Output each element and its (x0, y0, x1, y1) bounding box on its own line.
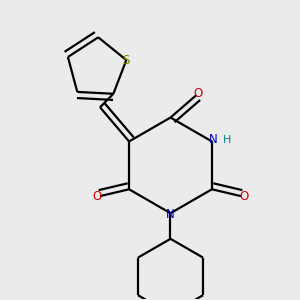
Text: O: O (92, 190, 101, 202)
Text: N: N (166, 208, 175, 221)
Text: N: N (209, 133, 218, 146)
Text: S: S (123, 53, 130, 67)
Text: H: H (223, 135, 232, 145)
Text: O: O (240, 190, 249, 202)
Text: O: O (193, 87, 203, 100)
